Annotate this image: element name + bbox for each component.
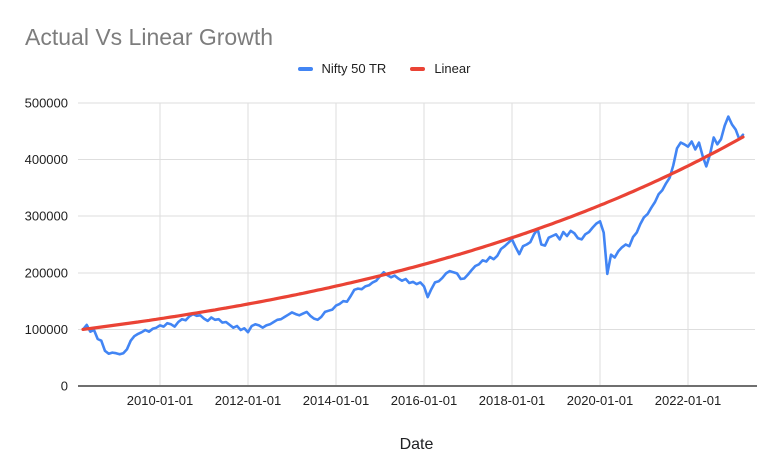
- x-tick-label: 2012-01-01: [215, 393, 282, 408]
- y-tick-label: 500000: [25, 96, 68, 111]
- x-tick-label: 2020-01-01: [567, 393, 634, 408]
- x-tick-label: 2010-01-01: [127, 393, 194, 408]
- x-tick-label: 2016-01-01: [391, 393, 458, 408]
- legend-label-nifty-50-tr: Nifty 50 TR: [321, 61, 387, 76]
- x-axis-title: Date: [399, 436, 434, 453]
- legend-item-linear: Linear: [410, 61, 470, 77]
- y-tick-label: 300000: [25, 209, 68, 224]
- legend-item-nifty-50-tr: Nifty 50 TR: [297, 61, 387, 77]
- series-line-linear: [81, 135, 745, 331]
- y-tick-label: 0: [61, 379, 68, 394]
- y-tick-label: 100000: [25, 322, 68, 337]
- legend-swatch-linear: [410, 67, 426, 71]
- chart-title: Actual Vs Linear Growth: [25, 24, 274, 50]
- x-tick-label: 2014-01-01: [303, 393, 370, 408]
- y-tick-label: 400000: [25, 152, 68, 167]
- legend-label-linear: Linear: [434, 61, 471, 76]
- x-tick-label: 2018-01-01: [479, 393, 546, 408]
- legend: Nifty 50 TR Linear: [0, 61, 768, 77]
- y-tick-label: 200000: [25, 265, 68, 280]
- series-line-nifty-50-tr: [81, 115, 745, 356]
- x-tick-label: 2022-01-01: [655, 393, 722, 408]
- legend-swatch-nifty-50-tr: [297, 67, 313, 71]
